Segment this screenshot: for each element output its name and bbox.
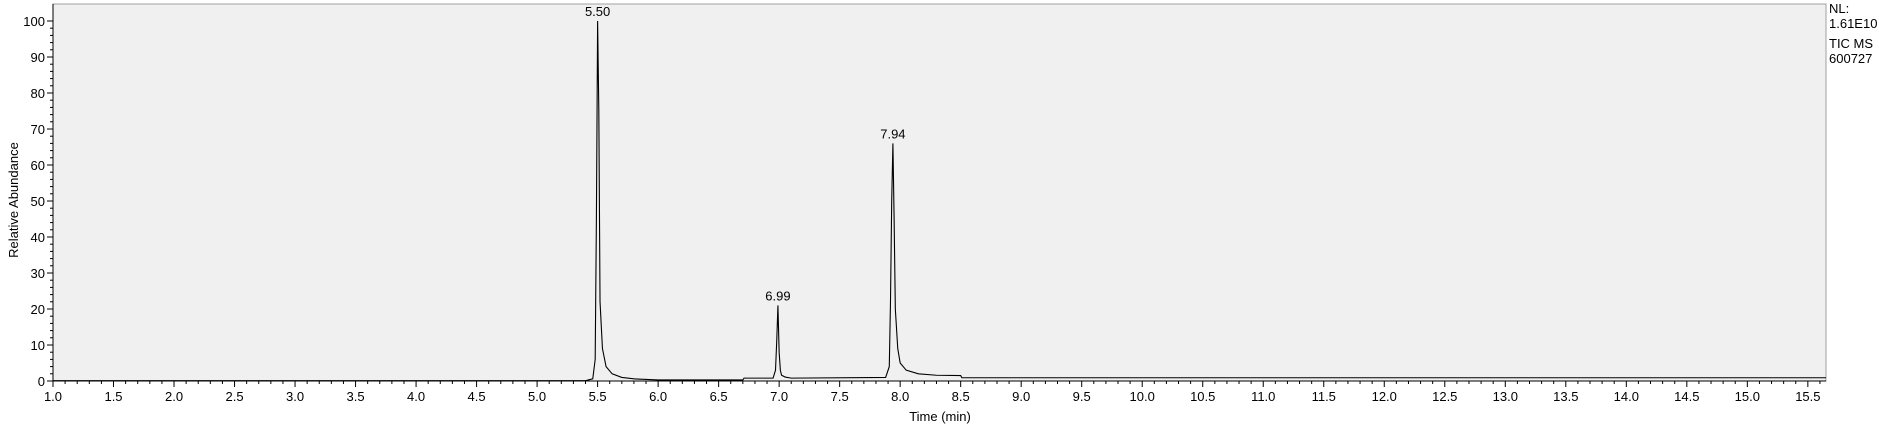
y-tick-label: 50: [31, 194, 45, 209]
y-tick-label: 0: [38, 374, 45, 389]
x-tick-label: 6.0: [649, 389, 667, 404]
x-tick-label: 3.5: [347, 389, 365, 404]
y-axis-title: Relative Abundance: [6, 142, 21, 258]
x-tick-label: 4.0: [407, 389, 425, 404]
y-tick-label: 40: [31, 230, 45, 245]
x-tick-label: 15.5: [1795, 389, 1820, 404]
x-tick-label: 7.0: [770, 389, 788, 404]
x-tick-label: 3.0: [286, 389, 304, 404]
x-tick-label: 1.0: [44, 389, 62, 404]
info-block: NL: 1.61E10 TIC MS 600727: [1829, 1, 1877, 66]
x-tick-label: 8.0: [891, 389, 909, 404]
y-tick-label: 80: [31, 86, 45, 101]
info-id: 600727: [1829, 51, 1872, 66]
x-tick-label: 2.0: [165, 389, 183, 404]
x-tick-label: 6.5: [710, 389, 728, 404]
x-tick-label: 14.5: [1674, 389, 1699, 404]
plot-area: [52, 3, 1827, 382]
x-tick-label: 9.0: [1012, 389, 1030, 404]
x-tick-label: 13.5: [1553, 389, 1578, 404]
tic-trace: [53, 20, 1826, 382]
peak-label: 7.94: [880, 126, 905, 141]
y-tick-label: 90: [31, 50, 45, 65]
peak-labels: 5.50 6.99 7.94: [585, 4, 906, 303]
x-tick-label: 11.0: [1251, 389, 1275, 404]
x-axis-title: Time (min): [909, 409, 971, 424]
x-tick-label: 11.5: [1312, 389, 1336, 404]
y-tick-label: 10: [31, 338, 45, 353]
peak-label: 6.99: [765, 288, 790, 303]
info-nl: NL:: [1829, 1, 1849, 16]
x-tick-label: 12.0: [1372, 389, 1397, 404]
tick-labels: 1.0 1.5 2.0 2.5 3.0 3.5 4.0 4.5 5.0 5.5 6.0 6.5 7.0 7…: [23, 14, 1820, 404]
x-tick-label: 15.0: [1735, 389, 1760, 404]
x-tick-label: 9.5: [1073, 389, 1091, 404]
x-tick-label: 1.5: [104, 389, 122, 404]
y-tick-label: 20: [31, 302, 45, 317]
info-value: 1.61E10: [1829, 16, 1877, 31]
x-tick-label: 4.5: [468, 389, 486, 404]
y-tick-label: 70: [31, 122, 45, 137]
x-tick-label: 2.5: [225, 389, 243, 404]
x-tick-label: 14.0: [1614, 389, 1639, 404]
info-scan: TIC MS: [1829, 36, 1873, 51]
x-tick-label: 5.5: [589, 389, 607, 404]
x-tick-label: 5.0: [528, 389, 546, 404]
x-tick-label: 12.5: [1432, 389, 1457, 404]
x-tick-label: 13.0: [1493, 389, 1518, 404]
x-tick-label: 7.5: [831, 389, 849, 404]
y-tick-label: 100: [23, 14, 45, 29]
x-tick-label: 10.0: [1130, 389, 1155, 404]
x-tick-label: 10.5: [1190, 389, 1215, 404]
peak-label: 5.50: [585, 4, 610, 19]
y-tick-label: 60: [31, 158, 45, 173]
y-tick-label: 30: [31, 266, 45, 281]
x-tick-label: 8.5: [952, 389, 970, 404]
